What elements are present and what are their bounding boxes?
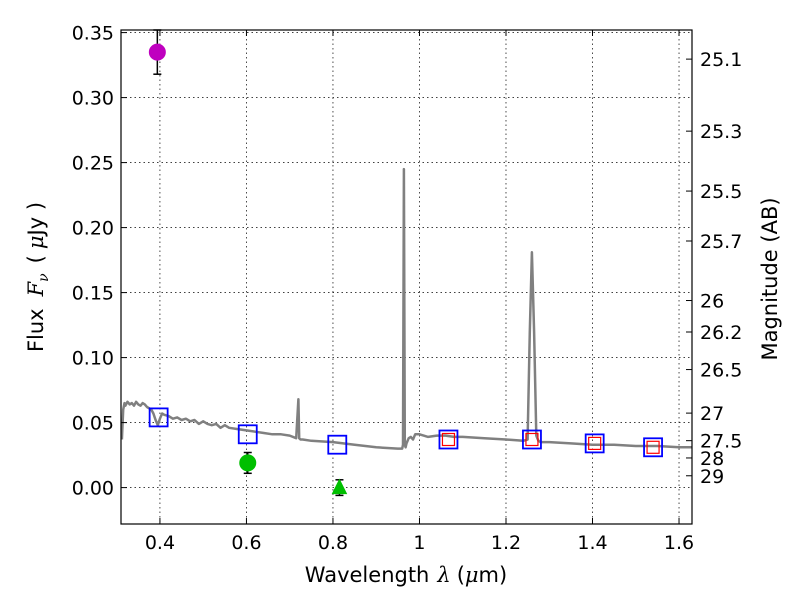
plot-frame (120, 29, 693, 525)
ticks: 0.4 0.6 0.8 1 1.2 1.4 1.6 0.00 0.05 0.10 0.15 0.20 0… (72, 23, 743, 554)
y-tick-label: 0.00 (72, 478, 114, 500)
x-tick-label: 0.8 (318, 532, 348, 554)
y-tick-label: 0.30 (72, 88, 114, 110)
observed-photometry-point (441, 432, 456, 447)
observed-photometry-point (588, 436, 602, 450)
magnitude-tick-label: 27.5 (700, 431, 742, 453)
model-photometry-point (643, 437, 663, 458)
x-tick-label: 0.6 (231, 532, 261, 554)
y-tick-label: 0.10 (72, 348, 114, 370)
y2-axis-label: Magnitude (AB) (758, 197, 782, 360)
magnitude-tick-label: 25.1 (700, 49, 742, 71)
magnitude-tick-label: 26.2 (700, 322, 742, 344)
y-tick-label: 0.25 (72, 153, 114, 175)
detection-point (239, 454, 257, 472)
model-photometry-point (438, 429, 459, 450)
detection-point (148, 43, 166, 61)
x-axis-label: Wavelength λ (μm) (305, 563, 507, 587)
model-photometry-point (327, 434, 348, 455)
y-tick-label: 0.05 (72, 413, 114, 435)
magnitude-tick-label: 26 (700, 291, 724, 313)
y-tick-label: 0.35 (72, 23, 114, 45)
x-tick-label: 1.6 (664, 532, 694, 554)
magnitude-tick-label: 25.3 (700, 121, 742, 143)
points-layer (148, 29, 663, 497)
model-photometry-point (237, 424, 258, 445)
x-tick-label: 1.2 (491, 532, 521, 554)
y-axis-label: FluxFν(μJy ) (24, 202, 52, 352)
x-tick-label: 1 (413, 532, 425, 554)
magnitude-tick-label: 29 (700, 466, 724, 488)
magnitude-tick-label: 25.7 (700, 231, 742, 253)
y-tick-label: 0.20 (72, 218, 114, 240)
y-tick-label: 0.15 (72, 283, 114, 305)
magnitude-tick-label: 27 (700, 403, 724, 425)
x-tick-label: 1.4 (577, 532, 607, 554)
x-tick-label: 0.4 (145, 532, 175, 554)
magnitude-tick-label: 25.5 (700, 181, 742, 203)
model-photometry-point (522, 429, 542, 450)
model-photometry-point (584, 433, 605, 454)
observed-photometry-point (525, 432, 539, 447)
model-photometry-point (148, 407, 169, 428)
magnitude-tick-label: 28 (700, 448, 724, 470)
magnitude-tick-label: 26.5 (700, 360, 742, 382)
grid (121, 30, 692, 524)
plot-area (121, 30, 692, 524)
upper-limit-point (331, 478, 348, 495)
observed-photometry-point (646, 440, 660, 454)
